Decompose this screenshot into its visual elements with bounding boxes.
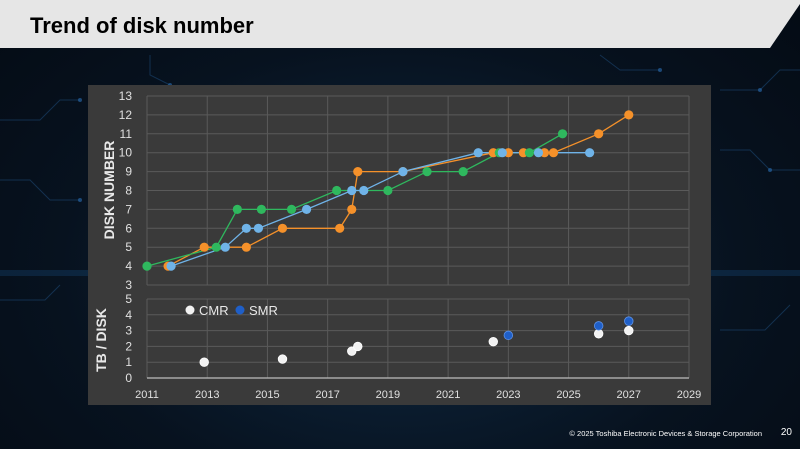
data-point-green	[557, 129, 568, 139]
data-point-orange	[353, 167, 363, 177]
bottom-y-tick-label: 5	[125, 292, 132, 306]
data-point-blue	[473, 148, 483, 158]
data-point-blue	[253, 223, 264, 233]
data-point-green	[458, 167, 468, 177]
scatter-point-smr	[593, 321, 604, 331]
top-y-tick-label: 13	[119, 89, 133, 103]
data-point-blue	[398, 167, 408, 177]
x-tick-label: 2023	[496, 389, 520, 401]
scatter-point-cmr	[353, 341, 363, 352]
data-point-orange	[277, 223, 288, 233]
data-point-blue	[347, 185, 357, 196]
data-point-blue	[241, 223, 251, 233]
x-tick-label: 2015	[255, 389, 279, 401]
top-y-tick-label: 5	[125, 240, 132, 254]
x-tick-label: 2029	[677, 389, 701, 401]
data-point-blue	[166, 261, 176, 271]
bottom-y-tick-label: 3	[125, 324, 132, 338]
scatter-point-cmr	[277, 354, 288, 364]
data-point-orange	[199, 242, 209, 252]
bottom-y-axis-label: TB / DISK	[93, 308, 109, 372]
x-tick-label: 2013	[195, 389, 219, 401]
data-point-green	[383, 185, 393, 196]
data-point-green	[256, 204, 267, 214]
data-point-blue	[220, 242, 230, 252]
x-tick-label: 2025	[556, 389, 580, 401]
top-y-axis-label: DISK NUMBER	[101, 141, 117, 240]
x-tick-label: 2019	[376, 389, 400, 401]
top-y-tick-label: 12	[119, 108, 133, 122]
top-y-ticks: 3 4 5 6 7 8 9 10 11 12 13	[119, 89, 133, 292]
legend-cmr-marker	[185, 305, 195, 315]
data-point-orange	[594, 129, 604, 139]
top-y-tick-label: 6	[125, 221, 132, 235]
data-point-orange	[624, 110, 634, 120]
top-chart-points	[142, 110, 634, 271]
data-point-blue	[497, 148, 507, 158]
data-point-green	[211, 242, 221, 252]
data-point-blue	[301, 204, 312, 214]
data-point-orange	[548, 148, 559, 158]
chart-panel	[88, 85, 711, 405]
bottom-y-tick-label: 4	[125, 308, 132, 322]
data-point-blue	[585, 148, 595, 158]
top-y-tick-label: 3	[125, 278, 132, 292]
x-tick-label: 2017	[315, 389, 339, 401]
scatter-point-cmr	[593, 329, 604, 339]
legend-cmr-label: CMR	[199, 303, 229, 318]
data-point-blue	[533, 148, 544, 158]
data-point-orange	[335, 223, 345, 233]
legend-smr-label: SMR	[249, 303, 278, 318]
data-point-green	[142, 261, 152, 271]
top-y-tick-label: 10	[119, 146, 133, 160]
legend-smr-marker	[235, 305, 245, 315]
data-point-green	[524, 148, 535, 158]
slide-title: Trend of disk number	[30, 13, 254, 38]
bottom-y-tick-label: 1	[125, 355, 132, 369]
data-point-green	[332, 185, 342, 196]
top-y-tick-label: 7	[125, 202, 132, 216]
scatter-point-cmr	[199, 357, 209, 367]
data-point-orange	[241, 242, 251, 252]
data-point-green	[286, 204, 297, 214]
data-point-green	[232, 204, 242, 214]
scatter-point-smr	[503, 330, 514, 341]
chart-legend: CMR SMR	[185, 303, 278, 318]
copyright-text: © 2025 Toshiba Electronic Devices & Stor…	[569, 429, 762, 438]
bottom-chart-points	[199, 316, 634, 367]
data-point-orange	[347, 204, 357, 214]
x-tick-label: 2021	[436, 389, 460, 401]
title-bar	[0, 0, 800, 48]
data-point-blue	[359, 185, 369, 196]
data-point-green	[422, 167, 432, 177]
top-y-tick-label: 9	[125, 165, 132, 179]
x-tick-label: 2027	[617, 389, 641, 401]
scatter-point-cmr	[488, 336, 498, 347]
page-number: 20	[780, 427, 792, 438]
top-y-tick-label: 8	[125, 184, 132, 198]
bottom-y-tick-label: 2	[125, 339, 132, 353]
x-tick-label: 2011	[135, 389, 159, 401]
scatter-point-cmr	[624, 325, 634, 336]
top-y-tick-label: 11	[120, 127, 133, 141]
top-y-tick-label: 4	[125, 259, 132, 273]
bottom-y-tick-label: 0	[125, 371, 132, 385]
x-ticks: 2011 2013 2015 2017 2019 2021 2023 2025 2027 2029	[135, 389, 701, 401]
bottom-chart-grid	[146, 298, 690, 379]
scatter-point-smr	[624, 316, 634, 326]
